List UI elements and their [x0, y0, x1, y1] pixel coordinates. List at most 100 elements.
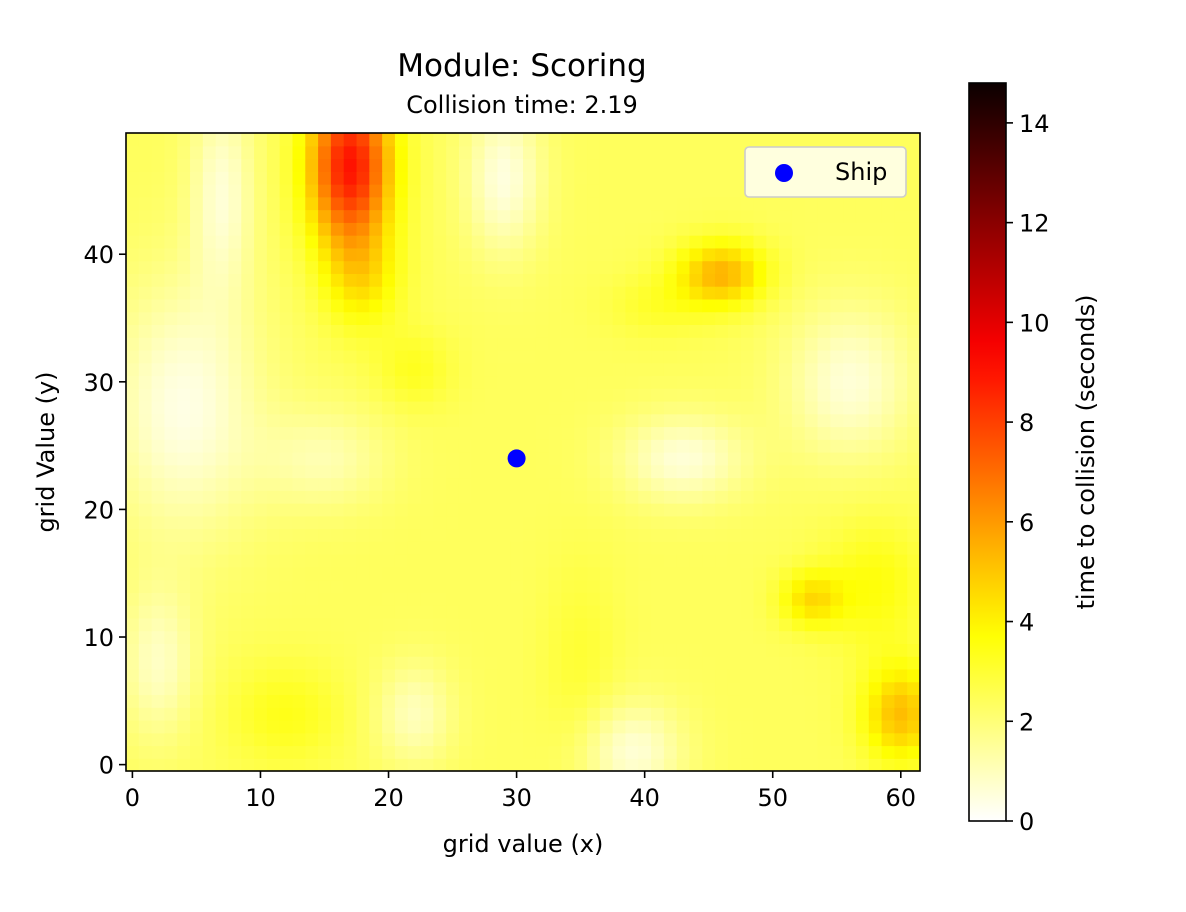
- heatmap-cell: [599, 222, 614, 236]
- heatmap-cell: [561, 579, 575, 593]
- heatmap-cell: [356, 222, 370, 236]
- heatmap-cell: [292, 566, 306, 581]
- heatmap-cell: [830, 694, 844, 708]
- heatmap-cell: [151, 222, 166, 236]
- heatmap-cell: [458, 592, 473, 606]
- heatmap-cell: [292, 145, 306, 160]
- heatmap-cell: [638, 719, 652, 734]
- heatmap-cell: [561, 439, 575, 453]
- heatmap-cell: [574, 541, 588, 555]
- heatmap-cell: [715, 617, 729, 632]
- heatmap-cell: [766, 605, 780, 619]
- heatmap-cell: [382, 477, 396, 491]
- heatmap-cell: [382, 579, 396, 593]
- heatmap-cell: [612, 222, 627, 236]
- heatmap-cell: [241, 426, 255, 440]
- heatmap-cell: [740, 707, 755, 721]
- heatmap-cell: [574, 630, 588, 644]
- heatmap-cell: [881, 605, 895, 619]
- heatmap-cell: [484, 758, 498, 772]
- heatmap-cell: [702, 605, 716, 619]
- heatmap-cell: [663, 745, 678, 759]
- heatmap-cell: [561, 452, 575, 466]
- heatmap-cell: [241, 311, 255, 325]
- heatmap-cell: [343, 643, 358, 657]
- heatmap-cell: [574, 222, 588, 236]
- heatmap-cell: [791, 745, 806, 759]
- heatmap-cell: [343, 400, 358, 415]
- heatmap-cell: [766, 273, 780, 287]
- heatmap-cell: [292, 133, 306, 147]
- heatmap-cell: [791, 605, 806, 619]
- heatmap-cell: [420, 515, 434, 530]
- heatmap-cell: [638, 745, 652, 759]
- heatmap-cell: [446, 400, 460, 415]
- heatmap-cell: [190, 324, 204, 338]
- heatmap-cell: [740, 311, 755, 325]
- heatmap-cell: [612, 158, 627, 172]
- heatmap-cell: [817, 515, 831, 530]
- heatmap-cell: [881, 617, 895, 632]
- heatmap-cell: [177, 235, 191, 249]
- heatmap-cell: [676, 541, 691, 555]
- heatmap-cell: [535, 694, 550, 708]
- heatmap-cell: [318, 617, 332, 632]
- heatmap-cell: [164, 388, 178, 402]
- heatmap-cell: [433, 681, 447, 696]
- heatmap-cell: [151, 656, 166, 670]
- heatmap-cell: [907, 158, 921, 172]
- heatmap-cell: [510, 477, 524, 491]
- heatmap-cell: [126, 349, 140, 364]
- heatmap-cell: [651, 184, 665, 198]
- heatmap-cell: [369, 298, 383, 313]
- heatmap-cell: [612, 656, 627, 670]
- heatmap-cell: [804, 579, 819, 593]
- heatmap-cell: [535, 375, 550, 389]
- heatmap-cell: [266, 528, 281, 542]
- heatmap-cell: [817, 324, 831, 338]
- heatmap-cell: [497, 222, 511, 236]
- heatmap-cell: [779, 247, 793, 262]
- heatmap-cell: [663, 324, 678, 338]
- heatmap-cell: [663, 490, 678, 504]
- heatmap-cell: [676, 477, 691, 491]
- heatmap-cell: [177, 247, 191, 262]
- heatmap-cell: [843, 592, 857, 606]
- heatmap-cell: [266, 349, 281, 364]
- heatmap-cell: [138, 579, 153, 593]
- heatmap-cell: [126, 413, 140, 428]
- heatmap-cell: [318, 528, 332, 542]
- heatmap-cell: [779, 452, 793, 466]
- heatmap-cell: [702, 464, 716, 479]
- heatmap-cell: [241, 452, 255, 466]
- heatmap-cell: [727, 222, 742, 236]
- heatmap-cell: [651, 707, 665, 721]
- heatmap-cell: [382, 209, 396, 223]
- heatmap-cell: [446, 656, 460, 670]
- heatmap-cell: [740, 452, 755, 466]
- heatmap-cell: [651, 171, 665, 185]
- heatmap-cell: [843, 490, 857, 504]
- heatmap-cell: [126, 158, 140, 172]
- heatmap-cell: [727, 337, 742, 351]
- heatmap-cell: [791, 477, 806, 491]
- heatmap-cell: [817, 286, 831, 300]
- heatmap-cell: [599, 273, 614, 287]
- heatmap-cell: [587, 477, 601, 491]
- heatmap-cell: [766, 439, 780, 453]
- heatmap-cell: [126, 617, 140, 632]
- heatmap-cell: [523, 668, 537, 683]
- heatmap-cell: [561, 592, 575, 606]
- heatmap-cell: [318, 719, 332, 734]
- heatmap-cell: [663, 477, 678, 491]
- heatmap-cell: [484, 260, 498, 274]
- heatmap-cell: [523, 235, 537, 249]
- heatmap-cell: [855, 133, 870, 147]
- heatmap-cell: [164, 464, 178, 479]
- heatmap-cell: [330, 209, 345, 223]
- heatmap-cell: [689, 758, 703, 772]
- heatmap-cell: [446, 694, 460, 708]
- heatmap-cell: [689, 222, 703, 236]
- heatmap-cell: [458, 235, 473, 249]
- heatmap-cell: [638, 349, 652, 364]
